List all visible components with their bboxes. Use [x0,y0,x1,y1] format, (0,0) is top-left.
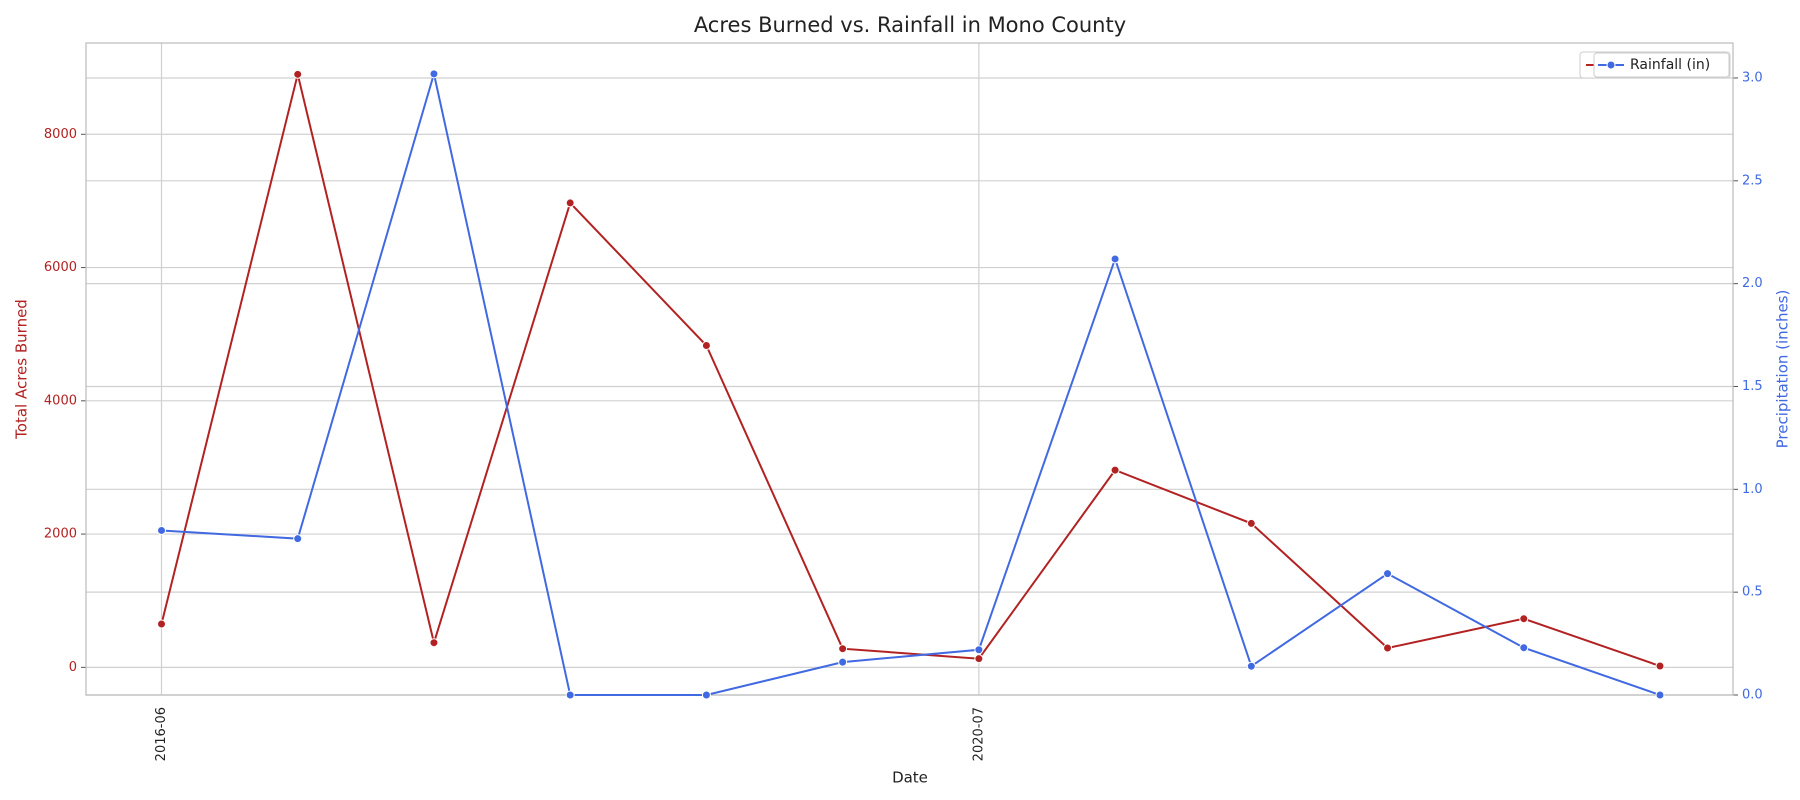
series-line [160,74,1661,667]
point [701,341,711,351]
y2-tick-label: 3.0 [1742,70,1763,85]
point [1655,690,1665,700]
point [1519,643,1529,653]
y-tick-label: 2000 [44,527,77,542]
point [838,644,848,654]
point [565,198,575,208]
chart-title: Acres Burned vs. Rainfall in Mono County [694,13,1126,37]
point [1383,569,1393,579]
y2-tick-label: 1.5 [1742,379,1763,394]
y-axis-label: Total Acres Burned [13,299,31,440]
point [293,69,303,79]
y-tick-label: 4000 [44,393,77,408]
y-tick-label: 6000 [44,260,77,275]
point [1383,643,1393,653]
point [974,654,984,664]
point [1519,614,1529,624]
y2-tick-label: 2.5 [1742,173,1763,188]
y2-tick-label: 1.0 [1742,482,1763,497]
point [1246,518,1256,528]
point [565,690,575,700]
point [1110,254,1120,264]
y2-tick-label: 0.5 [1742,585,1763,600]
y-tick-label: 0 [69,660,77,675]
y2-axis-label: Precipitation (inches) [1774,290,1792,449]
series-line [161,73,1661,696]
legend-label: Rainfall (in) [1630,57,1710,73]
point [1655,661,1665,671]
point [293,534,303,544]
point [429,638,439,648]
point [701,690,711,700]
point [838,657,848,667]
point [974,645,984,655]
legend-marker [1606,60,1616,70]
plot-frame [85,42,1734,696]
point [429,69,439,79]
y2-tick-label: 2.0 [1742,276,1763,291]
point [1110,465,1120,475]
x-tick-label: 2020-07 [971,707,986,761]
legend-box [1593,52,1730,78]
point [157,525,166,535]
y-tick-label: 8000 [44,127,77,142]
x-axis-label: Date [892,769,928,787]
point [1246,661,1256,671]
point [157,619,166,629]
y2-tick-label: 0.0 [1742,688,1763,703]
x-tick-label: 2016-06 [154,707,169,761]
